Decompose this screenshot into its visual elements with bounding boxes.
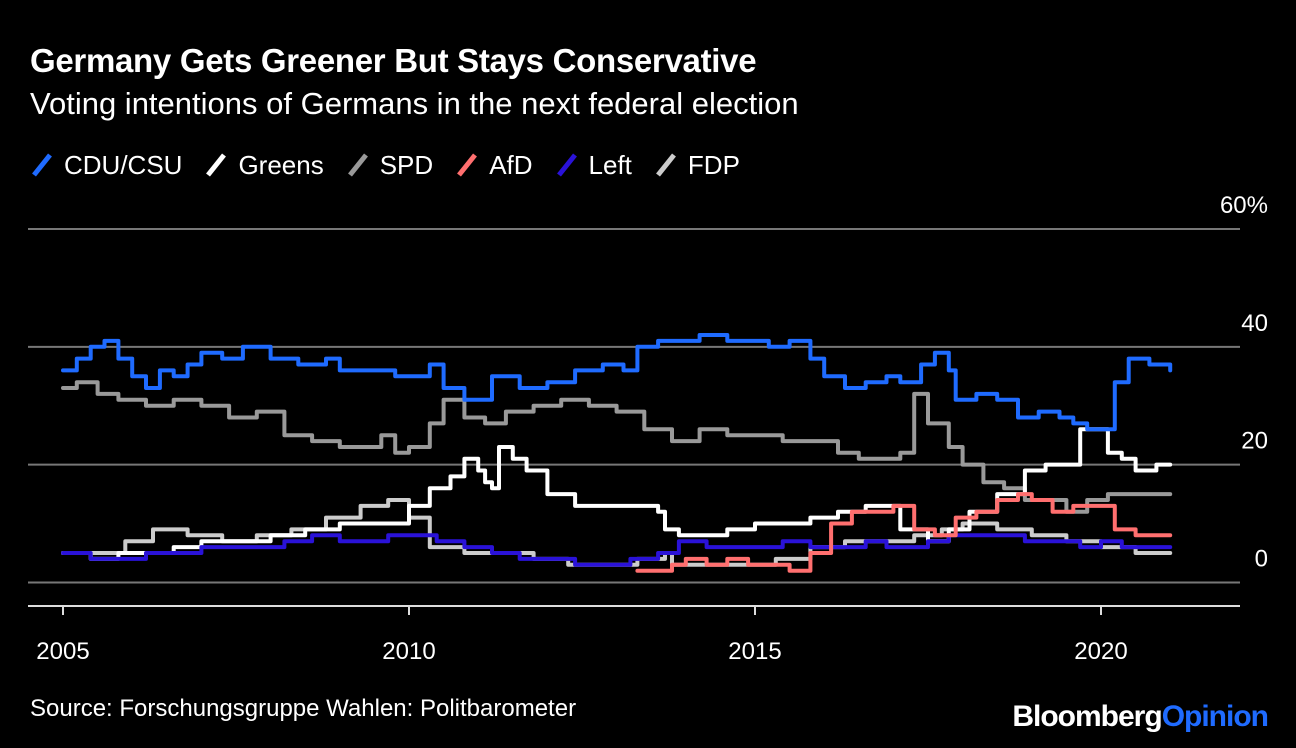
legend-label-afd: AfD xyxy=(489,149,533,180)
x-tick-label: 2015 xyxy=(728,638,781,665)
legend-item-fdp: FDP xyxy=(654,150,740,181)
y-tick-label: 40 xyxy=(1241,310,1268,337)
source-note: Source: Forschungsgruppe Wahlen: Politba… xyxy=(30,695,577,722)
x-tick-label: 2020 xyxy=(1074,638,1127,665)
series-layer xyxy=(61,333,1173,573)
axis-layer xyxy=(28,605,1240,615)
legend-label-left: Left xyxy=(588,149,632,180)
legend-swatch-spd xyxy=(347,153,368,177)
series-line-fdp xyxy=(61,498,1173,567)
logo-part1: Bloomberg xyxy=(1012,700,1162,733)
series-line-spd xyxy=(61,380,1173,514)
bloomberg-opinion-logo: BloombergOpinion xyxy=(1012,700,1269,734)
legend-label-greens: Greens xyxy=(238,149,324,180)
y-tick-label: 20 xyxy=(1241,428,1268,455)
legend-item-greens: Greens xyxy=(204,149,324,181)
series-line-left xyxy=(61,533,1173,567)
legend-swatch-left xyxy=(556,153,577,177)
legend-item-spd: SPD xyxy=(346,150,433,181)
legend-swatch-cdu-csu xyxy=(32,153,52,177)
chart-subtitle: Voting intentions of Germans in the next… xyxy=(30,86,799,121)
legend-swatch-fdp xyxy=(655,153,676,177)
legend-label-spd: SPD xyxy=(379,149,434,180)
grid-layer xyxy=(28,228,1240,584)
chart-title: Germany Gets Greener But Stays Conservat… xyxy=(30,42,757,79)
legend-label-fdp: FDP xyxy=(687,149,740,180)
legend-swatch-afd xyxy=(457,153,478,177)
logo-part2: Opinion xyxy=(1161,700,1269,733)
label-layer: 60% 40 20 0 2005 2010 2015 2020 xyxy=(36,192,1268,665)
series-line-cdu-csu xyxy=(61,333,1173,432)
legend-item-cdu-csu: CDU/CSU xyxy=(30,150,182,181)
x-tick-label: 2010 xyxy=(382,638,435,665)
legend-label-cdu-csu: CDU/CSU xyxy=(64,149,183,180)
legend-item-afd: AfD xyxy=(455,149,533,181)
series-line-afd xyxy=(635,492,1173,573)
legend-item-left: Left xyxy=(555,150,632,181)
legend: CDU/CSU Greens SPD AfD Left FDP xyxy=(30,145,740,185)
legend-swatch-greens xyxy=(206,153,227,177)
x-tick-label: 2005 xyxy=(36,638,89,665)
y-tick-label: 0 xyxy=(1255,545,1268,572)
series-line-greens xyxy=(61,427,1173,561)
y-tick-label: 60% xyxy=(1220,192,1268,219)
